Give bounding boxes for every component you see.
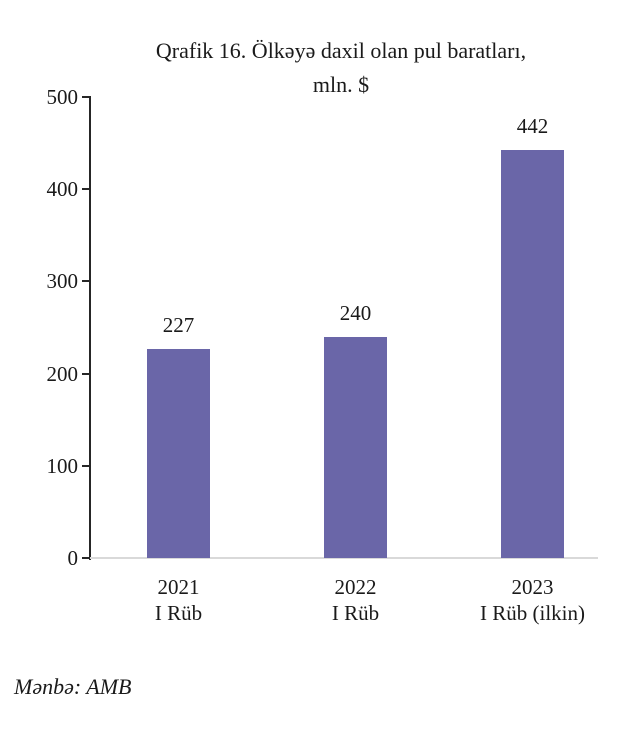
- y-axis-tick-label: 500: [46, 85, 79, 109]
- x-category-label-quarter: I Rüb (ilkin): [480, 601, 585, 625]
- x-category-label-year: 2023: [511, 575, 554, 599]
- y-axis-tick-label: 0: [67, 546, 79, 570]
- x-category-label-quarter: I Rüb: [331, 601, 380, 625]
- chart-title-line1: Qrafik 16. Ölkəyə daxil olan pul baratla…: [155, 38, 527, 63]
- y-axis-tick-label: 300: [46, 269, 79, 294]
- chart-title: Qrafik 16. Ölkəyə daxil olan pul baratla…: [90, 34, 592, 102]
- y-axis-tick-label: 400: [46, 177, 79, 202]
- y-axis-tick: [82, 280, 90, 283]
- y-axis-tick: [82, 96, 90, 98]
- y-axis-tick: [82, 372, 90, 375]
- bar-value-label: 240: [339, 300, 372, 325]
- y-axis-line: [89, 96, 91, 560]
- y-axis-tick-label: 100: [46, 453, 79, 478]
- chart-title-line2: mln. $: [312, 72, 370, 97]
- x-category-label-year: 2021: [157, 575, 200, 599]
- x-axis-baseline: [90, 557, 598, 559]
- y-axis-tick-label: 200: [46, 361, 79, 386]
- bar: [147, 348, 210, 558]
- x-category-label-quarter: I Rüb: [154, 601, 203, 625]
- y-axis-tick: [82, 464, 90, 467]
- bar-value-label: 227: [162, 312, 195, 337]
- bar: [324, 336, 387, 558]
- x-category-label: 2021 I Rüb: [94, 574, 264, 626]
- y-axis-tick: [82, 557, 90, 559]
- x-category-label: 2022 I Rüb: [271, 574, 441, 626]
- x-category-label-year: 2022: [334, 575, 377, 599]
- bar: [501, 150, 564, 558]
- x-category-label: 2023 I Rüb (ilkin): [448, 574, 618, 626]
- bar-value-label: 442: [516, 114, 549, 139]
- source-note: Mənbə: AMB: [14, 674, 132, 699]
- y-axis-tick: [82, 188, 90, 191]
